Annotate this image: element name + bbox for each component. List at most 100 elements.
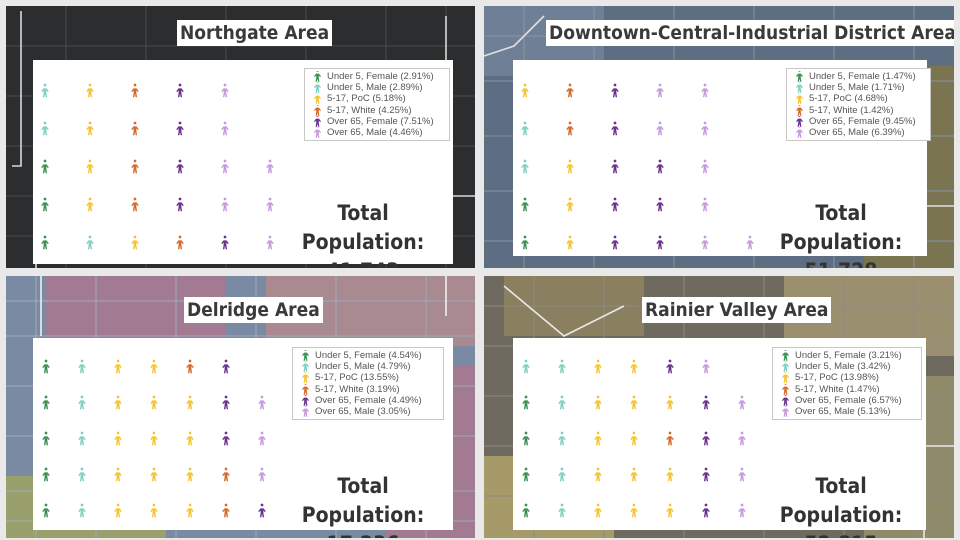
person-icon-poc-5-17 bbox=[114, 467, 122, 482]
legend-item: Over 65, Male (6.39%) bbox=[793, 127, 925, 138]
person-icon-over65-male bbox=[738, 467, 746, 482]
person-icon-poc-5-17 bbox=[666, 467, 674, 482]
person-icon-poc-5-17 bbox=[150, 431, 158, 446]
person-icon-poc-5-17 bbox=[630, 467, 638, 482]
person-icon-poc-5-17 bbox=[150, 503, 158, 518]
person-icon bbox=[779, 361, 791, 373]
legend-label: Under 5, Male (3.42%) bbox=[795, 361, 891, 373]
panel-delridge: Delridge Area Under 5, Female (4.54%) Und… bbox=[6, 276, 475, 538]
person-icon-white-5-17 bbox=[222, 503, 230, 518]
person-icon-under5-male bbox=[78, 395, 86, 410]
person-icon-over65-male bbox=[656, 121, 664, 136]
total-population: Total Population: 52,815 bbox=[766, 472, 916, 538]
person-icon bbox=[311, 71, 323, 82]
total-population: Total Population: 17,236 bbox=[288, 472, 438, 538]
legend-label: Under 5, Female (3.21%) bbox=[795, 350, 902, 362]
person-icon-over65-female bbox=[611, 235, 619, 250]
legend-item: Over 65, Female (6.57%) bbox=[779, 394, 916, 406]
person-icon-under5-female bbox=[42, 359, 50, 374]
person-icon bbox=[779, 372, 791, 384]
person-icon-under5-female bbox=[42, 503, 50, 518]
person-icon-over65-male bbox=[701, 121, 709, 136]
person-icon-poc-5-17 bbox=[630, 395, 638, 410]
person-icon-under5-female bbox=[41, 159, 49, 174]
legend-label: 5-17, White (1.42%) bbox=[809, 104, 894, 116]
legend-item: Over 65, Female (7.51%) bbox=[311, 115, 444, 127]
legend-label: Over 65, Female (9.45%) bbox=[809, 115, 916, 127]
person-icon-under5-male bbox=[558, 467, 566, 482]
legend-item: 5-17, White (1.47%) bbox=[779, 383, 916, 395]
person-icon-poc-5-17 bbox=[114, 503, 122, 518]
person-icon-white-5-17 bbox=[131, 197, 139, 212]
legend-item: 5-17, White (3.19%) bbox=[299, 383, 438, 395]
legend-item: Under 5, Female (1.47%) bbox=[793, 71, 925, 82]
legend-item: 5-17, White (1.42%) bbox=[793, 104, 925, 116]
person-icon-under5-male bbox=[521, 121, 529, 136]
person-icon-poc-5-17 bbox=[630, 359, 638, 374]
legend-label: Over 65, Male (5.13%) bbox=[795, 406, 891, 418]
panel-title: Northgate Area bbox=[177, 20, 333, 46]
person-icon bbox=[311, 115, 323, 127]
icon-grid bbox=[42, 359, 266, 518]
person-icon-over65-male bbox=[738, 503, 746, 518]
person-icon bbox=[793, 127, 805, 138]
person-icon-poc-5-17 bbox=[666, 503, 674, 518]
person-icon bbox=[311, 127, 323, 138]
person-icon-over65-female bbox=[702, 503, 710, 518]
person-icon-poc-5-17 bbox=[566, 159, 574, 174]
person-icon bbox=[779, 350, 791, 361]
legend-label: Under 5, Male (4.79%) bbox=[315, 361, 411, 373]
legend-item: Under 5, Male (2.89%) bbox=[311, 82, 444, 93]
legend-label: Under 5, Female (1.47%) bbox=[809, 71, 916, 83]
person-icon bbox=[299, 372, 311, 384]
person-icon-under5-male bbox=[41, 121, 49, 136]
person-icon-over65-female bbox=[702, 431, 710, 446]
person-icon-over65-male bbox=[221, 159, 229, 174]
total-label: Total Population: bbox=[779, 474, 903, 527]
person-icon bbox=[793, 93, 805, 105]
legend-item: 5-17, PoC (4.68%) bbox=[793, 93, 925, 104]
legend-label: Under 5, Female (4.54%) bbox=[315, 350, 422, 362]
legend-label: Over 65, Male (3.05%) bbox=[315, 406, 411, 418]
person-icon-poc-5-17 bbox=[594, 431, 602, 446]
person-icon-over65-male bbox=[266, 159, 274, 174]
person-icon-over65-male bbox=[221, 121, 229, 136]
person-icon-under5-female bbox=[521, 197, 529, 212]
panel-title: Rainier Valley Area bbox=[642, 297, 832, 323]
person-icon-over65-female bbox=[176, 197, 184, 212]
person-icon bbox=[299, 350, 311, 361]
person-icon-over65-male bbox=[258, 395, 266, 410]
person-icon-over65-female bbox=[222, 359, 230, 374]
person-icon-over65-female bbox=[176, 121, 184, 136]
person-icon-over65-female bbox=[258, 503, 266, 518]
person-icon bbox=[311, 82, 323, 94]
legend-label: 5-17, White (1.47%) bbox=[795, 383, 880, 395]
panel-title: Downtown-Central-Industrial District Are… bbox=[546, 20, 954, 46]
person-icon-under5-female bbox=[522, 467, 530, 482]
person-icon-under5-male bbox=[78, 431, 86, 446]
total-value: 17,236 bbox=[288, 530, 438, 538]
legend-item: Under 5, Female (3.21%) bbox=[779, 350, 916, 361]
person-icon-poc-5-17 bbox=[86, 159, 94, 174]
person-icon-over65-male bbox=[702, 359, 710, 374]
legend-label: Under 5, Female (2.91%) bbox=[327, 71, 434, 83]
person-icon bbox=[793, 104, 805, 116]
legend-item: 5-17, White (4.25%) bbox=[311, 104, 444, 116]
person-icon-over65-female bbox=[176, 83, 184, 98]
total-label: Total Population: bbox=[301, 201, 425, 254]
legend: Under 5, Female (2.91%) Under 5, Male (2.… bbox=[304, 68, 450, 142]
person-icon-over65-female bbox=[222, 431, 230, 446]
person-icon-over65-female bbox=[656, 235, 664, 250]
legend-item: Under 5, Male (1.71%) bbox=[793, 82, 925, 93]
legend-label: Under 5, Male (2.89%) bbox=[327, 82, 423, 94]
legend-item: 5-17, PoC (13.98%) bbox=[779, 372, 916, 383]
legend-item: Under 5, Male (4.79%) bbox=[299, 361, 438, 372]
legend-item: Over 65, Male (4.46%) bbox=[311, 127, 444, 138]
legend-label: 5-17, PoC (5.18%) bbox=[327, 93, 406, 105]
person-icon-poc-5-17 bbox=[186, 395, 194, 410]
person-icon-over65-male bbox=[701, 83, 709, 98]
person-icon-over65-female bbox=[222, 395, 230, 410]
person-icon-under5-male bbox=[86, 235, 94, 250]
person-icon-over65-female bbox=[702, 395, 710, 410]
legend-label: Over 65, Female (7.51%) bbox=[327, 115, 434, 127]
